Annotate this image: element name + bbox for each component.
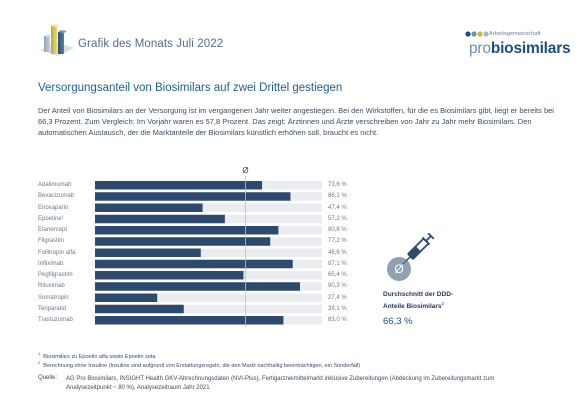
category-label: Rituximab [38, 283, 65, 290]
average-value: 66,3 % [383, 316, 413, 327]
category-label: Trastuzumab [38, 317, 73, 323]
category-label: Teriparatid [38, 305, 67, 312]
category-label: Enoxaparin [38, 204, 69, 211]
bar [95, 259, 293, 269]
category-label: Epoetine¹ [38, 215, 64, 222]
category-label: Bevacizumab [38, 193, 75, 200]
chart-logo-icon [40, 24, 74, 56]
value-label: 27,4 % [328, 294, 347, 301]
value-label: 87,1 % [328, 260, 347, 267]
value-label: 39,1 % [328, 305, 347, 312]
category-label: Follitropin alfa [38, 249, 76, 256]
source-text: AG Pro Biosimilars, INSIGHT Health GKV-A… [66, 376, 495, 391]
value-label: 86,1 % [328, 193, 347, 200]
average-symbol: Ø [394, 262, 404, 276]
page-headline: Versorgungsanteil von Biosimilars auf zw… [38, 82, 343, 94]
bar [95, 316, 284, 325]
value-label: 65,4 % [328, 272, 347, 278]
syringe-average-icon [387, 233, 435, 281]
brand-tagline: Arbeitsgemeinschaft [489, 31, 541, 37]
value-label: 83,0 % [328, 317, 347, 323]
bar [95, 293, 158, 302]
brand-logo: probiosimilars [469, 40, 571, 57]
category-label: Adalimumab [38, 182, 72, 188]
bar [95, 304, 184, 314]
bar [95, 282, 300, 291]
header-title: Grafik des Monats Juli 2022 [78, 38, 224, 50]
bar [95, 248, 201, 257]
category-label: Pegfilgrastim [38, 272, 73, 278]
bar [95, 203, 203, 212]
value-label: 73,6 % [328, 182, 347, 188]
bar [95, 192, 291, 201]
category-label: Infliximab [38, 260, 64, 267]
value-label: 47,4 % [328, 204, 347, 211]
average-title: Durchschnitt der DDD-Anteile Biosimilars… [383, 291, 454, 310]
category-label: Etanercept [38, 227, 68, 233]
bar-track [95, 203, 322, 212]
bar [95, 226, 279, 235]
value-label: 80,8 % [328, 227, 347, 233]
category-label: Somatropin [38, 294, 69, 301]
source-label: Quelle: [38, 375, 58, 381]
bar [95, 181, 263, 190]
footnote-2: 2 Berechnung ohne Insuline (Insuline sin… [38, 360, 361, 369]
value-label: 46,6 % [328, 249, 347, 256]
category-label: Filgrastim [38, 238, 65, 245]
bar-track [95, 248, 322, 257]
bar [95, 271, 244, 280]
value-label: 77,2 % [328, 238, 347, 245]
bar-track [95, 293, 322, 302]
brand-dots-icon [465, 31, 489, 37]
value-label: 90,3 % [328, 283, 347, 290]
value-label: 57,2 % [328, 215, 347, 222]
average-line-symbol: Ø [242, 166, 248, 175]
bar [95, 214, 225, 224]
bar [95, 237, 271, 246]
bar-track [95, 304, 322, 314]
intro-paragraph: Der Anteil von Biosimilars an der Versor… [38, 106, 554, 137]
footnote-1: 1 Biosimilars zu Epoetin alfa sowie Epoe… [38, 351, 156, 360]
